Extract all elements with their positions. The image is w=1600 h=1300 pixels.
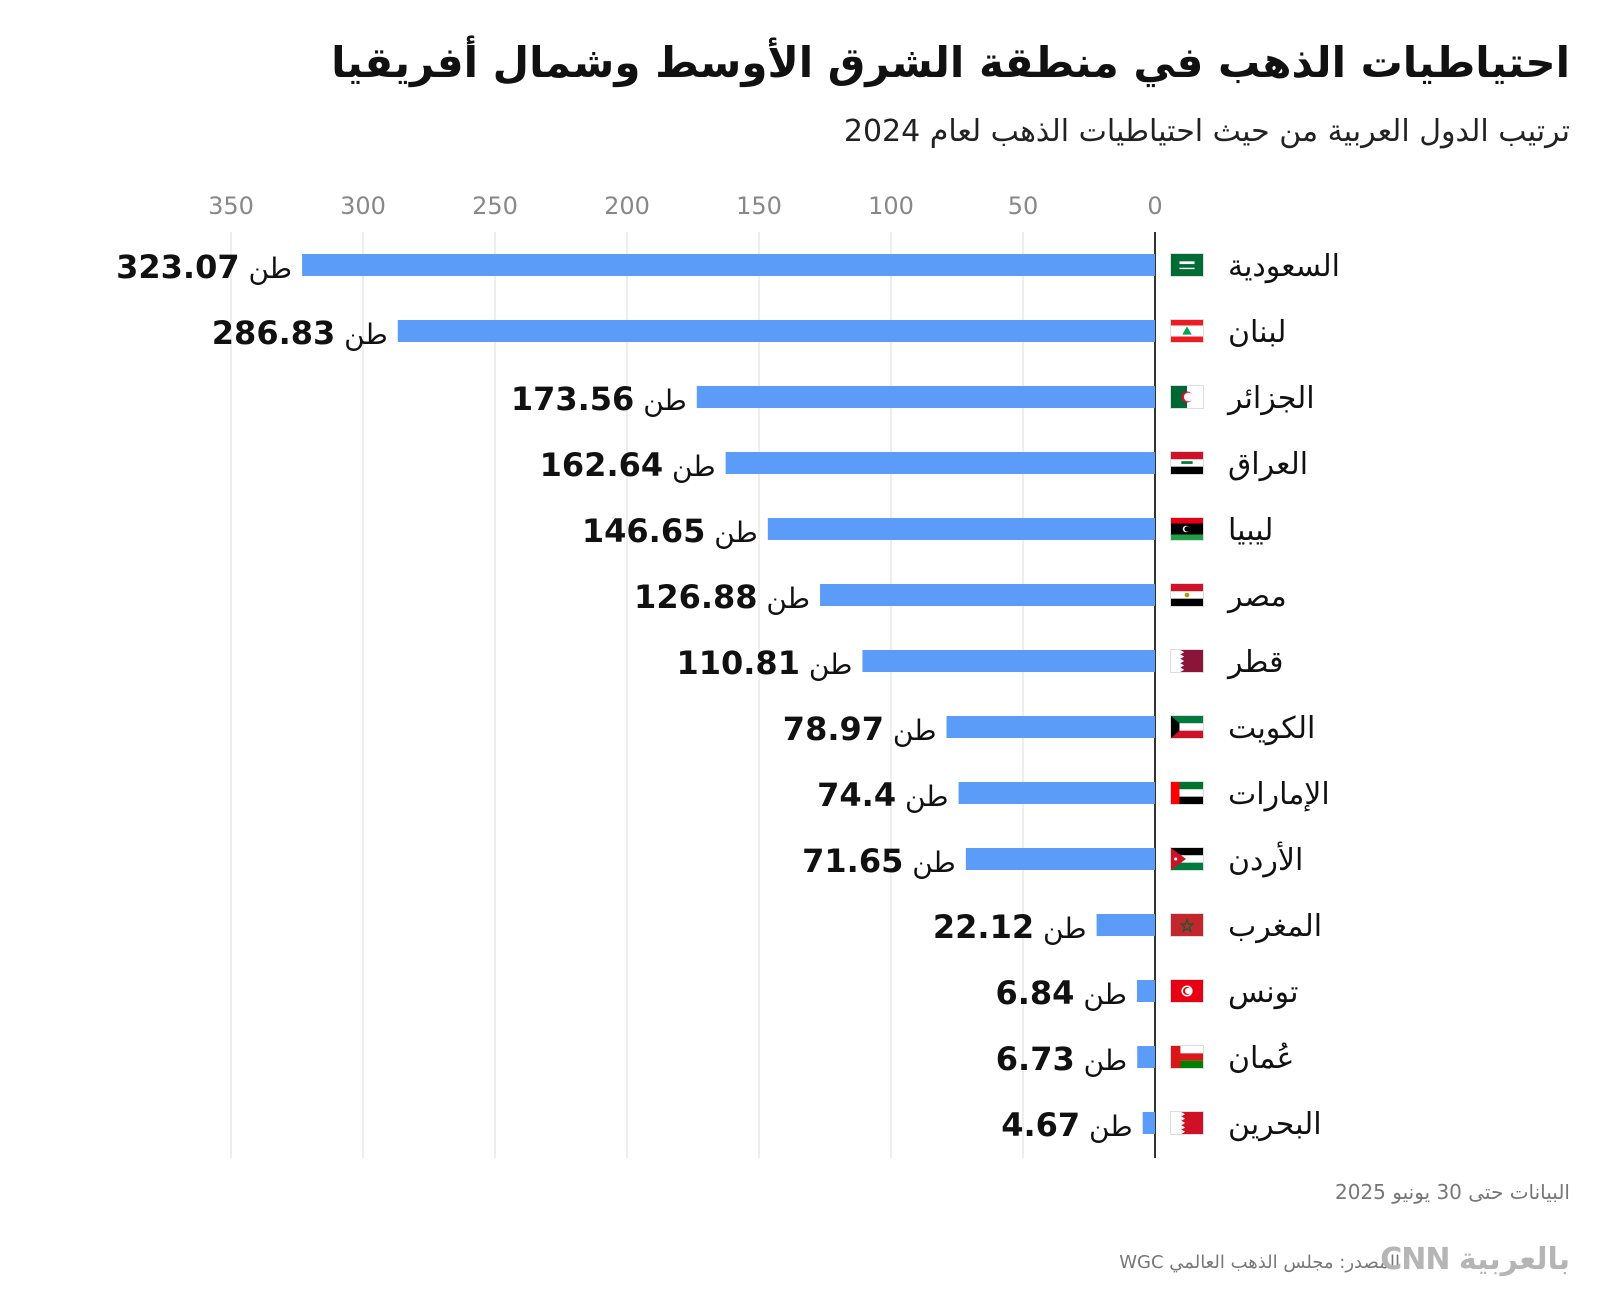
data-label: طن 22.12 [933,908,1087,946]
oman-flag-icon [1170,1045,1204,1069]
category-label: الإمارات [1228,777,1330,812]
data-label: طن 71.65 [802,842,956,880]
data-label: طن 6.84 [995,974,1126,1012]
kuwait-flag-icon [1170,715,1204,739]
data-label: طن 6.73 [996,1040,1127,1078]
iraq-flag-icon [1170,451,1204,475]
bahrain-flag-icon [1170,1111,1204,1135]
bar [965,848,1155,870]
data-label: طن 173.56 [511,380,687,418]
bar [1137,1046,1155,1068]
data-label: طن 126.88 [634,578,810,616]
morocco-flag-icon [1170,913,1204,937]
qatar-flag-icon [1170,649,1204,673]
x-tick-label: 250 [472,192,518,220]
saudi-flag-icon [1170,253,1204,277]
brand-logo: CNN بالعربية [1380,1242,1571,1277]
x-tick-label: 150 [736,192,782,220]
x-tick-label: 200 [604,192,650,220]
data-label: طن 4.67 [1001,1106,1132,1144]
bar-chart: 0 50 100 150 200 250 300 350 طن 323.07 السعودية طن… [116,192,1340,1158]
category-label: العراق [1228,447,1308,482]
bar [946,716,1155,738]
chart-title: احتياطيات الذهب في منطقة الشرق الأوسط وش… [331,38,1570,87]
data-date-note: البيانات حتى 30 يونيو 2025 [1335,1180,1570,1204]
chart-subtitle: ترتيب الدول العربية من حيث احتياطيات الذ… [843,114,1570,149]
data-label: طن 78.97 [783,710,937,748]
x-tick-label: 50 [1008,192,1039,220]
lebanon-flag-icon [1170,319,1204,343]
data-label: طن 323.07 [116,248,292,286]
bar [862,650,1155,672]
libya-flag-icon [1170,517,1204,541]
x-tick-label: 350 [208,192,254,220]
category-label: لبنان [1228,315,1286,350]
category-label: الجزائر [1226,381,1315,416]
category-label: الأردن [1228,840,1303,878]
bar [725,452,1155,474]
bar [1136,980,1155,1002]
algeria-flag-icon [1170,385,1204,409]
bar [1142,1112,1155,1134]
data-label: طن 162.64 [540,446,716,484]
bar [302,254,1155,276]
jordan-flag-icon [1170,847,1204,871]
category-label: الكويت [1228,711,1315,746]
category-label: عُمان [1228,1041,1294,1076]
bar [820,584,1155,606]
x-tick-label: 300 [340,192,386,220]
category-label: السعودية [1228,249,1340,284]
bar [767,518,1155,540]
category-label: تونس [1228,975,1298,1010]
data-label: طن 146.65 [582,512,758,550]
category-label: مصر [1226,579,1287,614]
uae-flag-icon [1170,781,1204,805]
data-label: طن 74.4 [817,776,948,814]
source-note: المصدر: مجلس الذهب العالمي WGC [1119,1252,1400,1273]
bar [958,782,1155,804]
data-label: طن 286.83 [212,314,388,352]
x-tick-label: 0 [1147,192,1162,220]
bar [696,386,1155,408]
data-label: طن 110.81 [676,644,852,682]
category-label: ليبيا [1228,513,1273,548]
bar [1096,914,1155,936]
category-label: البحرين [1228,1107,1322,1142]
category-label: المغرب [1228,909,1322,944]
x-tick-label: 100 [868,192,914,220]
tunisia-flag-icon [1170,979,1204,1003]
egypt-flag-icon [1170,583,1204,607]
category-label: قطر [1226,645,1284,680]
bar [397,320,1155,342]
